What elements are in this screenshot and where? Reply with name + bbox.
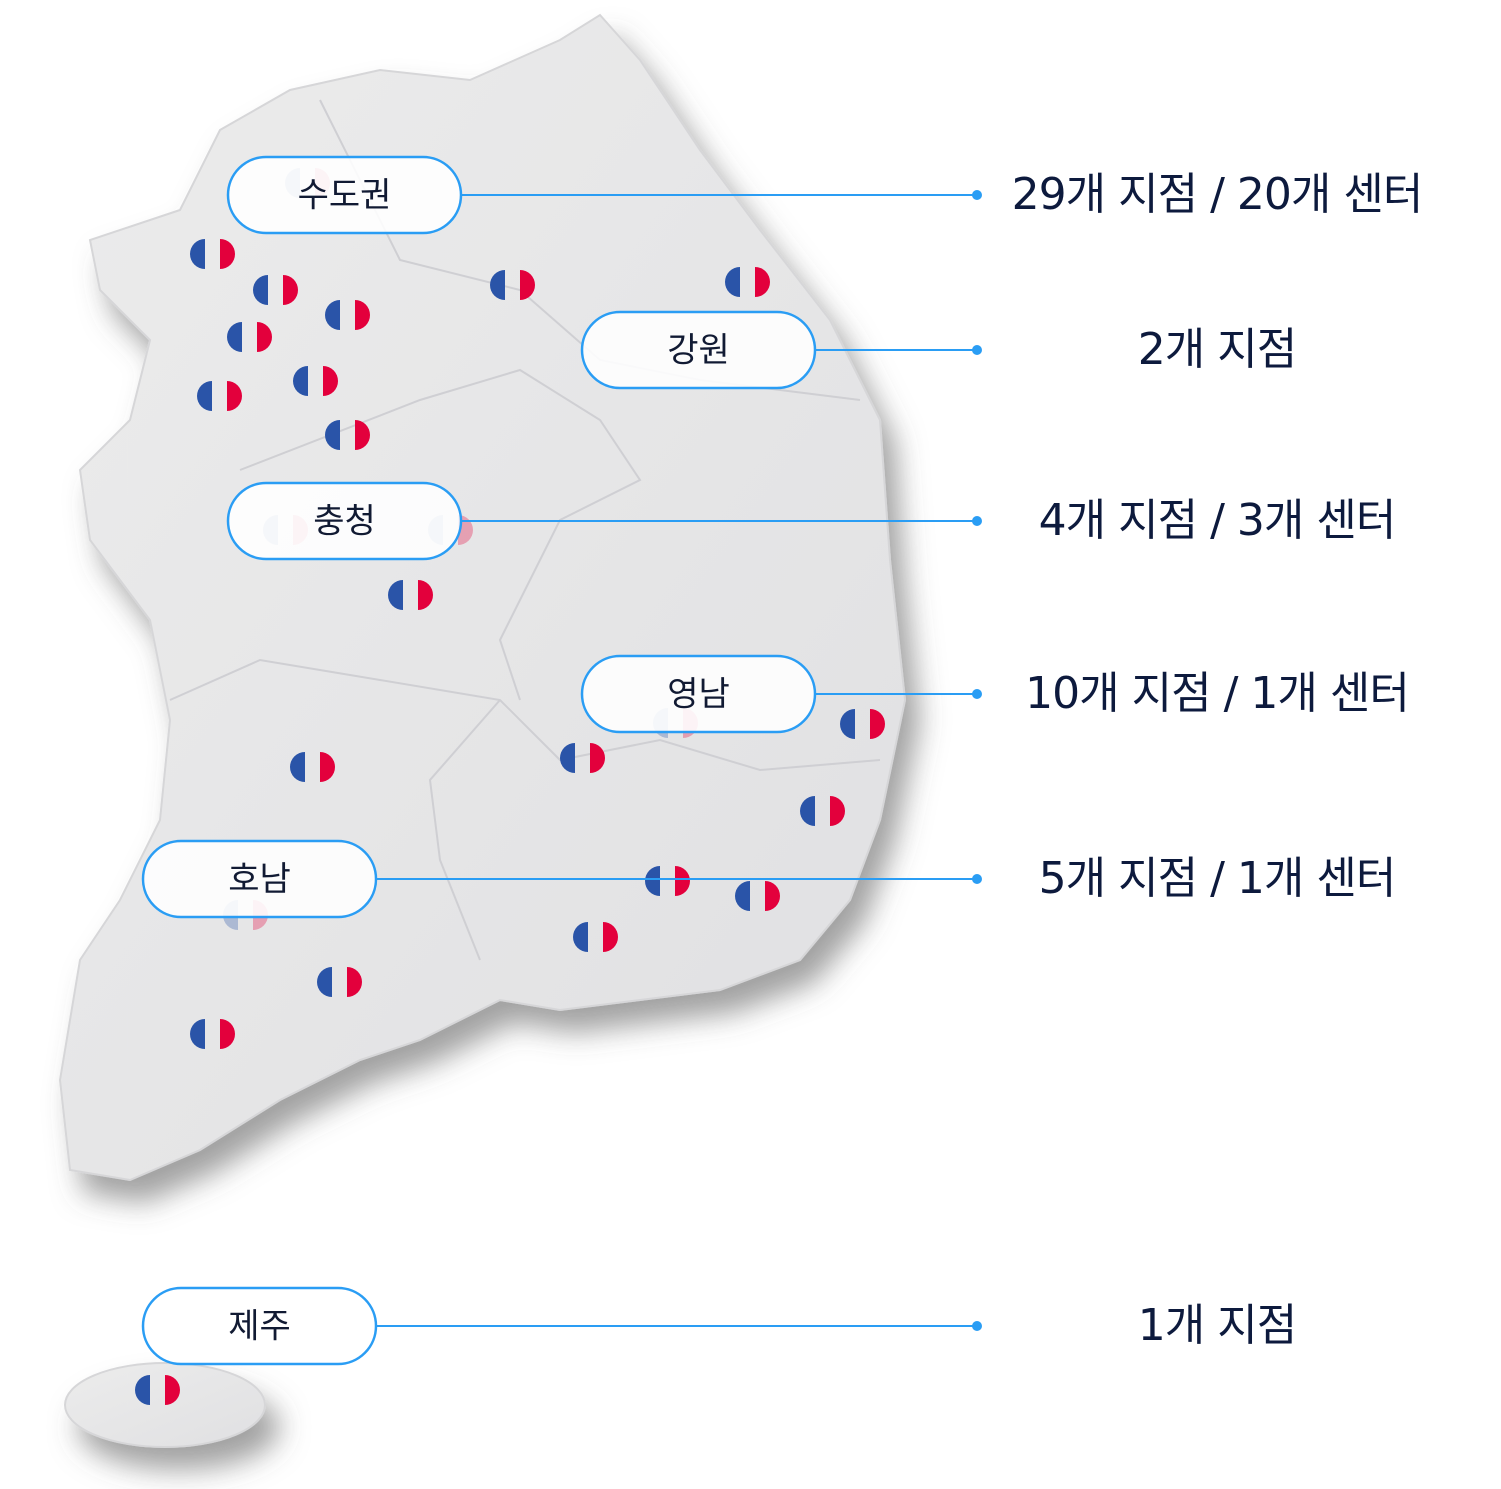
marker-blue — [800, 796, 815, 826]
marker-blue — [325, 420, 340, 450]
marker-red — [603, 922, 618, 952]
marker-red — [355, 300, 370, 330]
connector-dot — [972, 874, 982, 884]
marker — [135, 1375, 180, 1405]
marker — [560, 743, 605, 773]
region-stats: 5개 지점 / 1개 센터 — [1039, 853, 1396, 904]
marker-blue — [290, 752, 305, 782]
marker-red — [227, 381, 242, 411]
marker-blue — [645, 866, 660, 896]
marker — [227, 322, 272, 352]
marker — [290, 752, 335, 782]
region-pill — [580, 310, 817, 390]
marker-red — [283, 275, 298, 305]
marker — [735, 881, 780, 911]
marker-blue — [253, 275, 268, 305]
region-label: 충청 — [313, 502, 376, 542]
marker-red — [765, 881, 780, 911]
connector-dot — [972, 1321, 982, 1331]
marker-blue — [560, 743, 575, 773]
region-label: 호남 — [228, 860, 291, 900]
marker-red — [220, 239, 235, 269]
marker-blue — [227, 322, 242, 352]
marker-blue — [573, 922, 588, 952]
marker — [317, 967, 362, 997]
marker-blue — [135, 1375, 150, 1405]
region-stats: 2개 지점 — [1138, 324, 1296, 375]
marker-blue — [840, 709, 855, 739]
marker — [800, 796, 845, 826]
connector-dot — [972, 190, 982, 200]
marker — [190, 1019, 235, 1049]
marker-red — [870, 709, 885, 739]
region-pill — [141, 839, 378, 919]
connector-dot — [972, 689, 982, 699]
marker — [840, 709, 885, 739]
region-stats: 29개 지점 / 20개 센터 — [1012, 169, 1423, 220]
marker-blue — [293, 366, 308, 396]
region-label: 제주 — [228, 1307, 291, 1347]
marker-red — [320, 752, 335, 782]
marker — [190, 239, 235, 269]
marker-red — [220, 1019, 235, 1049]
marker — [325, 420, 370, 450]
region-stats: 1개 지점 — [1138, 1300, 1296, 1351]
marker-red — [165, 1375, 180, 1405]
marker-red — [257, 322, 272, 352]
marker — [388, 580, 433, 610]
marker-red — [347, 967, 362, 997]
marker-blue — [490, 270, 505, 300]
region-label: 수도권 — [298, 176, 392, 216]
marker-red — [675, 866, 690, 896]
connector-dot — [972, 345, 982, 355]
marker-red — [355, 420, 370, 450]
marker — [573, 922, 618, 952]
marker-red — [418, 580, 433, 610]
region-pill — [226, 481, 463, 561]
region-pill — [141, 1286, 378, 1366]
marker — [253, 275, 298, 305]
marker — [293, 366, 338, 396]
region-stats: 10개 지점 / 1개 센터 — [1025, 668, 1409, 719]
marker-blue — [190, 239, 205, 269]
marker-red — [830, 796, 845, 826]
marker-blue — [190, 1019, 205, 1049]
region-stats: 4개 지점 / 3개 센터 — [1039, 495, 1396, 546]
marker-blue — [388, 580, 403, 610]
marker — [645, 866, 690, 896]
marker-red — [520, 270, 535, 300]
marker-blue — [735, 881, 750, 911]
marker-red — [590, 743, 605, 773]
region-pill — [580, 654, 817, 734]
region-label: 영남 — [667, 675, 730, 715]
marker-blue — [325, 300, 340, 330]
marker — [325, 300, 370, 330]
marker-blue — [317, 967, 332, 997]
marker-red — [755, 267, 770, 297]
region-pill — [226, 155, 463, 235]
mainland — [58, 13, 907, 1182]
marker — [725, 267, 770, 297]
marker-blue — [197, 381, 212, 411]
region-label: 강원 — [667, 331, 730, 371]
connector-dot — [972, 516, 982, 526]
marker-red — [323, 366, 338, 396]
marker — [490, 270, 535, 300]
marker — [197, 381, 242, 411]
marker-blue — [725, 267, 740, 297]
